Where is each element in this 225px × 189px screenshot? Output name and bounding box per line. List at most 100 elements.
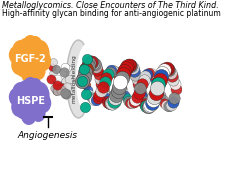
Point	[84, 84, 87, 87]
Point	[125, 64, 128, 67]
Point	[160, 71, 164, 74]
Point	[150, 73, 153, 76]
Point	[106, 100, 110, 103]
Point	[163, 67, 166, 70]
Point	[168, 71, 172, 74]
Point	[172, 83, 176, 86]
Point	[153, 91, 157, 94]
Text: HSPE: HSPE	[16, 96, 45, 106]
Point	[122, 69, 126, 72]
Point	[51, 72, 54, 75]
Point	[99, 90, 103, 93]
Point	[50, 66, 54, 69]
Point	[95, 69, 99, 72]
Text: Angiogenesis: Angiogenesis	[18, 131, 78, 140]
Point	[85, 57, 89, 60]
Point	[143, 75, 147, 78]
Point	[91, 61, 95, 64]
Point	[63, 91, 67, 94]
Point	[164, 67, 168, 70]
Point	[163, 104, 167, 107]
Point	[157, 89, 160, 92]
Point	[65, 86, 69, 89]
Point	[112, 69, 116, 72]
Point	[137, 87, 141, 90]
Point	[54, 90, 58, 93]
Point	[126, 100, 130, 103]
Point	[82, 67, 86, 70]
Point	[133, 74, 137, 77]
Point	[65, 66, 69, 69]
Point	[111, 68, 114, 71]
Point	[94, 65, 97, 68]
Point	[160, 98, 164, 101]
Point	[97, 73, 100, 76]
Point	[155, 87, 158, 90]
Point	[54, 90, 58, 93]
Point	[90, 60, 93, 63]
Point	[162, 101, 165, 104]
Point	[111, 99, 115, 102]
Point	[123, 93, 126, 96]
Point	[83, 105, 86, 108]
Ellipse shape	[66, 40, 90, 118]
Point	[128, 64, 131, 67]
Point	[153, 80, 157, 83]
Point	[58, 89, 62, 92]
Point	[118, 81, 122, 84]
Point	[141, 78, 145, 81]
Point	[140, 96, 143, 99]
Point	[141, 99, 145, 102]
Point	[109, 68, 113, 71]
Point	[144, 104, 147, 107]
Point	[104, 77, 108, 80]
Point	[80, 74, 84, 77]
Point	[114, 94, 118, 97]
Point	[129, 65, 133, 68]
Point	[118, 79, 121, 82]
Point	[115, 90, 119, 93]
Point	[129, 102, 133, 105]
Point	[169, 74, 173, 77]
Point	[114, 72, 118, 75]
Point	[170, 100, 174, 103]
Text: Metalloglycomics. Close Encounters of The Third Kind.: Metalloglycomics. Close Encounters of Th…	[2, 1, 217, 10]
Point	[54, 68, 58, 71]
Point	[165, 67, 169, 70]
Point	[136, 91, 140, 94]
Point	[165, 105, 169, 108]
Point	[130, 67, 134, 70]
Point	[167, 69, 170, 72]
Point	[140, 82, 143, 85]
Point	[124, 66, 127, 69]
Point	[63, 80, 67, 83]
Point	[83, 92, 87, 95]
Point	[82, 75, 85, 78]
Point	[169, 103, 172, 106]
Point	[62, 70, 65, 73]
Point	[55, 77, 58, 80]
Point	[88, 61, 92, 64]
Point	[117, 85, 120, 88]
Point	[119, 84, 123, 87]
Point	[105, 98, 108, 101]
Point	[107, 101, 111, 105]
Point	[63, 66, 66, 69]
Point	[156, 82, 160, 85]
Point	[146, 105, 150, 108]
Point	[94, 98, 97, 101]
Point	[138, 87, 142, 90]
Point	[51, 60, 54, 63]
Point	[121, 73, 124, 76]
Point	[107, 70, 111, 73]
Point	[89, 96, 92, 99]
Point	[171, 78, 174, 81]
Point	[82, 79, 86, 82]
Point	[155, 84, 158, 87]
Point	[110, 101, 114, 104]
Point	[172, 97, 176, 100]
Point	[158, 94, 162, 97]
Point	[92, 98, 96, 101]
Point	[157, 78, 161, 81]
Point	[52, 86, 56, 89]
